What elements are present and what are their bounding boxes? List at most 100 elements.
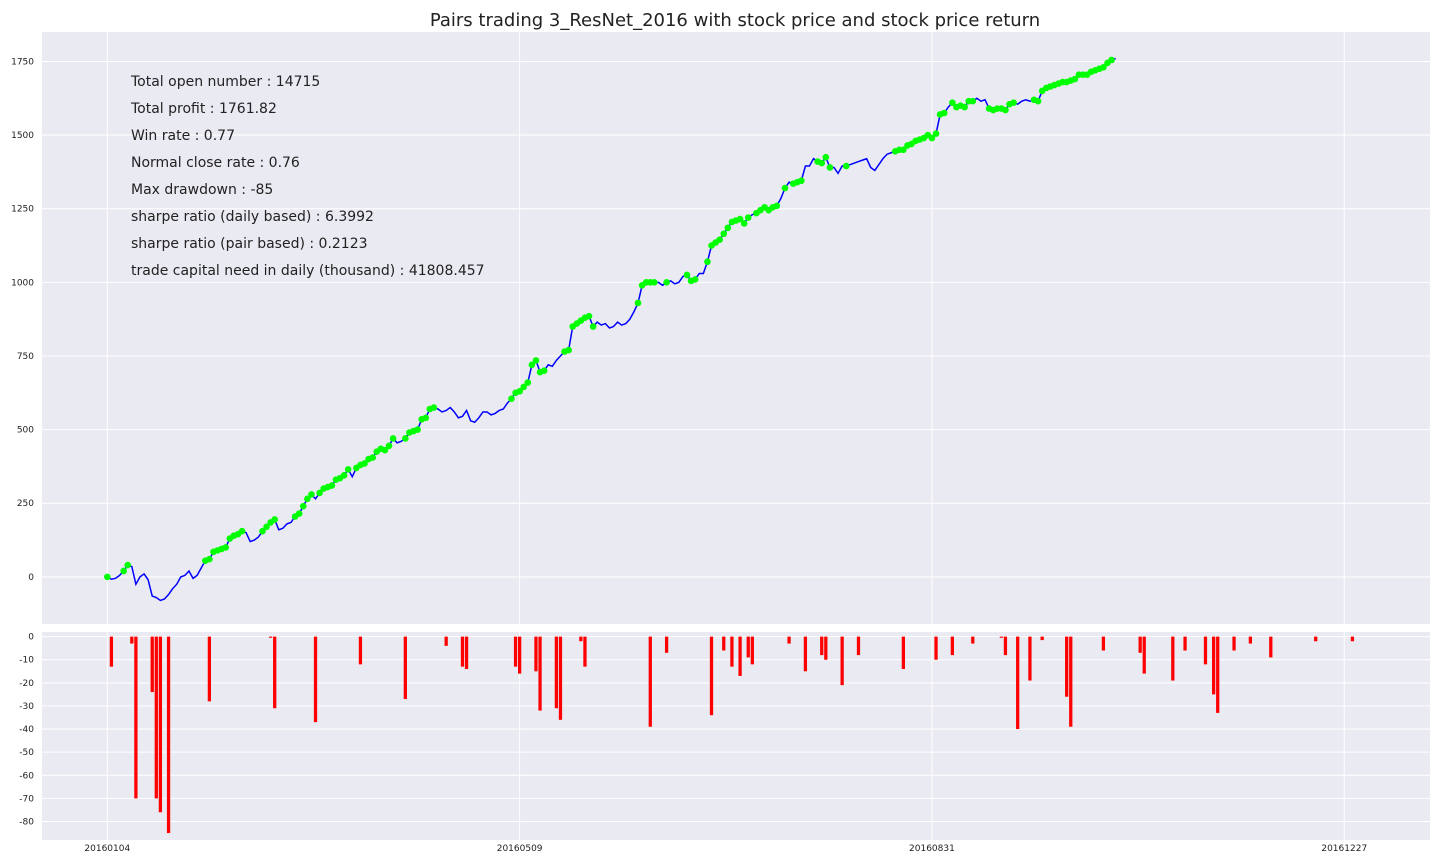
drawdown-bar <box>1069 636 1073 727</box>
equity-marker <box>361 460 368 467</box>
equity-marker <box>589 323 597 330</box>
drawdown-bar <box>554 636 559 709</box>
drawdown-bar <box>1212 636 1216 695</box>
equity-marker <box>928 134 936 142</box>
equity-y-tick-label: 0 <box>28 573 34 583</box>
equity-marker <box>389 435 397 442</box>
drawdown-bar <box>1138 636 1142 653</box>
equity-marker <box>1034 97 1042 105</box>
equity-marker <box>744 214 752 221</box>
equity-marker <box>932 130 940 137</box>
equity-marker <box>826 164 834 171</box>
drawdown-bars <box>109 636 1355 834</box>
equity-marker <box>120 567 127 575</box>
drawdown-bar <box>158 636 163 813</box>
stat-win-rate: Win rate : 0.77 <box>131 128 235 144</box>
equity-marker <box>340 471 348 479</box>
equity-marker <box>961 103 968 111</box>
drawdown-bar <box>730 636 734 667</box>
equity-marker <box>508 395 515 402</box>
equity-marker <box>1071 75 1079 83</box>
equity-y-tick-label: 250 <box>17 499 34 509</box>
equity-marker <box>295 510 303 517</box>
stat-total-open-number: Total open number : 14715 <box>130 74 320 90</box>
equity-marker <box>524 379 532 386</box>
stat-normal-close-rate: Normal close rate : 0.76 <box>131 155 300 171</box>
drawdown-bar <box>722 636 726 651</box>
equity-marker <box>720 230 728 238</box>
equity-marker <box>381 446 389 454</box>
drawdown-bar <box>1269 636 1273 658</box>
equity-marker <box>691 276 699 283</box>
drawdown-bar <box>513 636 518 667</box>
equity-marker <box>316 489 323 497</box>
drawdown-bar <box>1350 636 1355 642</box>
equity-marker <box>104 573 111 581</box>
equity-marker <box>798 177 805 185</box>
drawdown-y-tick-label: -30 <box>19 702 34 712</box>
drawdown-bar <box>1028 636 1032 681</box>
equity-marker <box>124 561 132 569</box>
equity-marker <box>940 109 948 117</box>
equity-marker <box>528 361 536 369</box>
equity-marker <box>304 495 311 503</box>
drawdown-bar <box>1183 636 1187 651</box>
equity-y-tick-label: 1500 <box>11 131 34 141</box>
equity-marker <box>634 299 642 307</box>
equity-marker <box>900 146 907 154</box>
equity-marker <box>1002 106 1009 114</box>
stat-max-drawdown: Max drawdown : -85 <box>131 182 273 198</box>
drawdown-bar <box>1203 636 1208 665</box>
drawdown-bar <box>971 636 975 644</box>
equity-marker <box>1100 64 1107 71</box>
drawdown-bar <box>166 636 171 834</box>
drawdown-bar <box>746 636 750 658</box>
equity-trade-markers <box>104 56 1115 581</box>
drawdown-bar <box>709 636 714 716</box>
drawdown-bar <box>1314 636 1318 642</box>
equity-marker <box>344 466 352 473</box>
drawdown-bar <box>1065 636 1069 697</box>
equity-marker <box>565 346 572 354</box>
equity-marker <box>585 312 593 320</box>
stat-total-profit: Total profit : 1761.82 <box>130 101 277 117</box>
equity-marker <box>736 215 744 223</box>
equity-marker <box>724 224 732 232</box>
equity-marker <box>369 454 376 461</box>
stat-sharpe-daily: sharpe ratio (daily based) : 6.3992 <box>131 209 374 225</box>
equity-marker <box>263 523 270 531</box>
drawdown-bar <box>803 636 808 672</box>
equity-marker <box>206 555 213 563</box>
equity-y-tick-label: 1250 <box>11 205 34 215</box>
stat-trade-capital: trade capital need in daily (thousand) :… <box>131 263 485 279</box>
x-tick-label: 20160509 <box>497 844 543 854</box>
drawdown-bar <box>787 636 791 644</box>
equity-marker <box>422 414 430 422</box>
x-tick-label: 20160104 <box>84 844 130 854</box>
drawdown-bar <box>154 636 158 799</box>
x-tick-labels: 20160104 20160509 20160831 20161227 <box>84 844 1367 854</box>
equity-marker <box>238 527 246 535</box>
drawdown-bar <box>1142 636 1146 674</box>
drawdown-bar <box>1216 636 1220 713</box>
drawdown-y-tick-label: -60 <box>19 771 34 781</box>
drawdown-bar <box>109 636 114 667</box>
drawdown-bar <box>1248 636 1253 644</box>
drawdown-bar <box>901 636 906 669</box>
equity-marker <box>663 279 670 286</box>
equity-marker <box>532 357 540 364</box>
drawdown-y-tick-label: 0 <box>28 633 34 643</box>
drawdown-bar <box>1101 636 1106 651</box>
drawdown-bar <box>460 636 465 667</box>
drawdown-bar <box>648 636 652 727</box>
drawdown-bar <box>750 636 754 665</box>
drawdown-bar <box>856 636 861 656</box>
drawdown-bar <box>444 636 448 646</box>
drawdown-bar <box>824 636 828 660</box>
equity-marker <box>716 236 723 243</box>
drawdown-bar <box>950 636 954 656</box>
drawdown-bar <box>518 636 522 674</box>
equity-marker <box>949 99 956 106</box>
drawdown-bar <box>268 636 273 638</box>
